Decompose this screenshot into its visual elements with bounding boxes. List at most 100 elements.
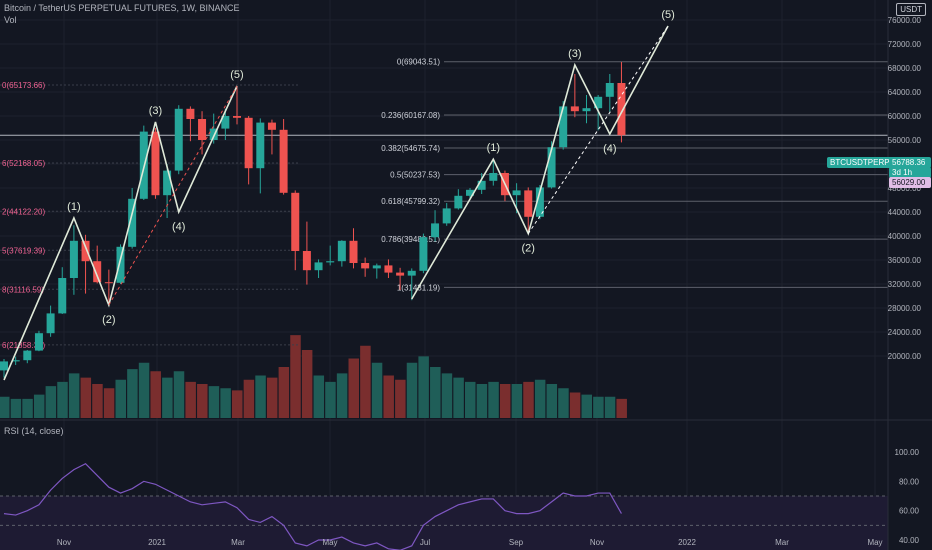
time-tick-label: Mar bbox=[775, 538, 789, 547]
volume-bar bbox=[616, 398, 627, 418]
time-tick-label: Nov bbox=[590, 538, 604, 547]
volume-bar bbox=[430, 367, 441, 418]
price-tick-label: 56000.00 bbox=[888, 136, 922, 145]
volume-bar bbox=[115, 379, 126, 418]
candle-body bbox=[349, 240, 358, 263]
volume-bar bbox=[348, 358, 359, 418]
candle-body bbox=[477, 180, 486, 190]
wave-label: (5) bbox=[230, 69, 243, 81]
volume-bars bbox=[0, 335, 627, 418]
volume-bar bbox=[243, 379, 255, 418]
wave-label: (1) bbox=[67, 201, 80, 213]
volume-bar bbox=[80, 377, 92, 418]
candle-body bbox=[442, 208, 451, 224]
rsi-line bbox=[3, 463, 622, 550]
volume-bar bbox=[208, 386, 220, 418]
volume-bar bbox=[45, 386, 57, 418]
price-tick-label: 68000.00 bbox=[888, 64, 922, 73]
volume-bar bbox=[569, 392, 581, 418]
price-tick-label: 60000.00 bbox=[888, 112, 922, 121]
candle-body bbox=[512, 190, 521, 196]
wave-label: (4) bbox=[603, 143, 616, 155]
left-fib-label: 6(52168.05) bbox=[2, 159, 45, 168]
time-tick-label: 2021 bbox=[148, 538, 166, 547]
candle-body bbox=[174, 108, 183, 171]
candle-body bbox=[431, 223, 440, 238]
candle-body bbox=[221, 116, 230, 129]
volume-bar bbox=[360, 345, 371, 418]
price-tick-label: 28000.00 bbox=[888, 304, 922, 313]
time-tick-label: Sep bbox=[509, 538, 524, 547]
candle-body bbox=[396, 272, 405, 276]
candle-body bbox=[34, 333, 43, 351]
volume-bar bbox=[92, 384, 103, 418]
candle-body bbox=[69, 240, 78, 278]
volume-bar bbox=[395, 379, 406, 418]
wave-label: (3) bbox=[149, 105, 162, 117]
fib-label: 0.5(50237.53) bbox=[390, 171, 440, 180]
candle-body bbox=[256, 122, 265, 169]
rsi-tick-label: 100.00 bbox=[895, 448, 920, 457]
candle-body bbox=[0, 361, 8, 371]
left-fib-label: 5(37619.39) bbox=[2, 246, 45, 255]
candle-body bbox=[233, 116, 241, 118]
fib-label: 0(69043.51) bbox=[397, 58, 440, 67]
volume-bar bbox=[232, 390, 243, 418]
price-grid bbox=[0, 0, 888, 534]
wave-label: (2) bbox=[522, 243, 535, 255]
price-tick-label: 76000.00 bbox=[888, 16, 922, 25]
candle-body bbox=[267, 122, 276, 130]
rsi-label: RSI (14, close) bbox=[4, 426, 64, 436]
wave-line bbox=[411, 25, 669, 300]
left-fib-label: 8(31116.59) bbox=[2, 285, 44, 294]
rsi-tick-label: 60.00 bbox=[899, 507, 920, 516]
candle-body bbox=[361, 263, 370, 269]
candle-body bbox=[547, 147, 556, 188]
candle-body bbox=[128, 198, 137, 247]
volume-bar bbox=[406, 362, 418, 418]
price-tick-label: 72000.00 bbox=[888, 40, 922, 49]
candle-body bbox=[151, 131, 160, 196]
candle-body bbox=[314, 262, 323, 271]
volume-bar bbox=[418, 356, 429, 418]
candle-body bbox=[559, 106, 568, 148]
candle-body bbox=[163, 170, 172, 196]
volume-bar bbox=[523, 381, 534, 418]
candle-body bbox=[11, 360, 20, 362]
bar-countdown: 3d 1h bbox=[889, 167, 931, 178]
volume-bar bbox=[581, 394, 592, 418]
symbol-price-tag: BTCUSDTPERP bbox=[827, 157, 893, 168]
price-tick-label: 80000.00 bbox=[888, 0, 922, 1]
volume-bar bbox=[534, 379, 546, 418]
price-tick-label: 32000.00 bbox=[888, 280, 922, 289]
candle-body bbox=[617, 83, 626, 136]
candle-body bbox=[326, 261, 335, 263]
time-tick-label: May bbox=[322, 538, 337, 547]
candle-body bbox=[372, 265, 381, 269]
volume-bar bbox=[220, 388, 231, 418]
wave-line bbox=[3, 85, 238, 381]
time-tick-label: Nov bbox=[57, 538, 71, 547]
volume-bar bbox=[476, 384, 488, 418]
volume-bar bbox=[33, 394, 45, 418]
candle-body bbox=[104, 282, 113, 284]
time-tick-label: 2022 bbox=[678, 538, 696, 547]
volume-bar bbox=[173, 371, 185, 418]
fib-label: 0.236(60167.08) bbox=[381, 111, 440, 120]
volume-bar bbox=[185, 381, 196, 418]
volume-bar bbox=[465, 381, 476, 418]
volume-bar bbox=[558, 388, 569, 418]
volume-bar bbox=[68, 373, 80, 418]
volume-bar bbox=[313, 375, 325, 418]
price-tick-label: 20000.00 bbox=[888, 352, 922, 361]
volume-bar bbox=[593, 396, 604, 418]
volume-bar bbox=[266, 377, 278, 418]
fib-retracement: 0(65173.66) 6(52168.05) 2(44122.20) 5(37619… bbox=[0, 58, 888, 350]
currency-button[interactable]: USDT bbox=[896, 3, 926, 16]
volume-bar bbox=[127, 369, 138, 418]
volume-bar bbox=[103, 388, 115, 418]
volume-bar bbox=[441, 373, 453, 418]
rsi-tick-label: 80.00 bbox=[899, 477, 920, 486]
last-price-tag: 56788.36 bbox=[889, 157, 931, 168]
